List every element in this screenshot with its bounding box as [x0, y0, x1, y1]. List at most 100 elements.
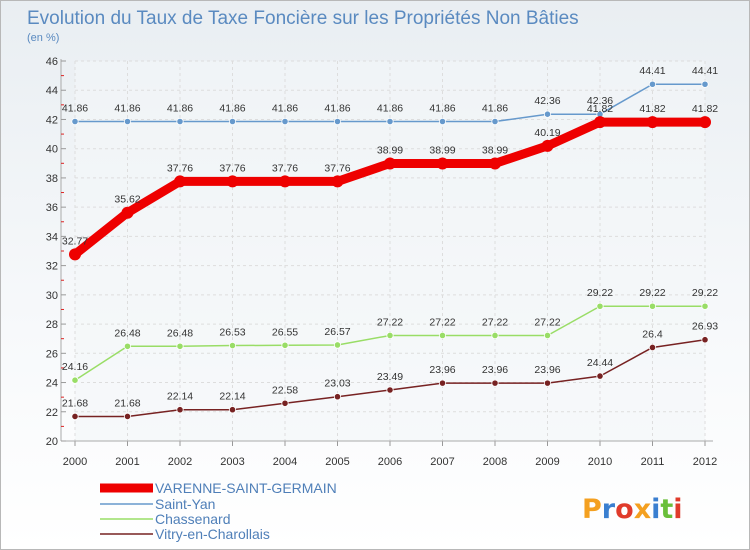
data-point: [541, 139, 554, 152]
data-point: [281, 399, 289, 407]
x-tick-label: 2006: [378, 456, 402, 468]
x-tick-label: 2010: [588, 456, 612, 468]
y-tick-label: 44: [46, 85, 58, 97]
legend-label: VARENNE-SAINT-GERMAIN: [155, 480, 337, 496]
data-point: [331, 175, 344, 188]
data-label: 27.22: [377, 316, 403, 328]
data-point: [543, 331, 552, 340]
data-label: 21.68: [114, 397, 140, 409]
data-point: [71, 376, 79, 384]
data-point: [121, 206, 134, 219]
data-point: [176, 342, 184, 350]
data-label: 24.44: [587, 357, 613, 369]
data-label: 23.96: [429, 364, 455, 376]
legend-label: Vitry-en-Charollais: [155, 526, 270, 542]
proxiti-logo: Proxiti: [582, 494, 683, 525]
data-point: [701, 336, 709, 344]
data-point: [491, 379, 499, 387]
data-label: 41.86: [272, 103, 298, 115]
x-tick-label: 2008: [483, 456, 507, 468]
y-tick-label: 46: [46, 56, 58, 68]
data-point: [333, 393, 342, 401]
data-label: 40.19: [534, 127, 560, 139]
data-label: 29.22: [692, 287, 718, 299]
y-tick-label: 32: [46, 261, 58, 273]
logo-letter: r: [602, 494, 616, 525]
data-label: 23.96: [534, 364, 560, 376]
data-label: 35.62: [114, 194, 140, 206]
data-point: [594, 116, 606, 129]
legend-label: Chassenard: [155, 511, 231, 527]
data-point: [386, 331, 394, 340]
x-tick-label: 2011: [641, 456, 665, 468]
logo-letter: i: [651, 494, 660, 525]
data-label: 32.77: [62, 235, 88, 247]
logo-letter: o: [615, 494, 634, 525]
data-point: [543, 110, 552, 118]
y-tick-label: 24: [46, 378, 58, 390]
data-point: [701, 80, 709, 88]
data-point: [228, 341, 237, 350]
y-tick-label: 28: [46, 319, 58, 331]
y-tick-label: 38: [46, 173, 58, 185]
y-tick-label: 26: [46, 348, 58, 360]
data-label: 22.58: [272, 384, 298, 396]
data-point: [279, 175, 291, 188]
data-label: 23.96: [482, 364, 508, 376]
data-label: 42.36: [534, 95, 560, 107]
data-label: 41.86: [219, 103, 245, 115]
data-point: [701, 302, 709, 310]
data-label: 41.86: [167, 103, 193, 115]
data-label: 21.68: [62, 397, 88, 409]
data-point: [333, 341, 342, 349]
y-tick-label: 22: [46, 407, 58, 419]
logo-letter: i: [673, 494, 682, 525]
data-label: 27.22: [482, 316, 508, 328]
logo-letter: x: [634, 494, 651, 525]
data-label: 37.76: [219, 162, 245, 174]
data-point: [226, 175, 239, 188]
data-point: [333, 117, 342, 126]
data-label: 29.22: [639, 287, 665, 299]
data-point: [596, 372, 604, 380]
logo-letter: t: [660, 494, 673, 525]
axes: [60, 59, 713, 446]
data-point: [646, 116, 659, 129]
data-label: 44.41: [692, 65, 718, 77]
y-tick-label: 30: [46, 290, 58, 302]
data-label: 37.76: [272, 162, 298, 174]
x-axis-ticks: 2000 2001 2002 2003 2004 2005 2006 2007 2008 2009…: [63, 456, 717, 468]
data-point: [436, 157, 449, 170]
data-label: 41.82: [639, 103, 665, 115]
data-point: [386, 117, 394, 126]
data-label: 27.22: [534, 316, 560, 328]
chart-unit-label: (en %): [27, 32, 59, 44]
legend: VARENNE-SAINT-GERMAINSaint-YanChassenard…: [100, 480, 337, 542]
data-point: [489, 157, 501, 170]
y-tick-label: 34: [46, 231, 58, 243]
y-tick-label: 42: [46, 114, 58, 126]
data-point: [69, 248, 81, 261]
data-label: 26.53: [219, 327, 245, 339]
data-point: [648, 302, 657, 310]
data-point: [491, 117, 499, 126]
data-label: 38.99: [377, 144, 403, 156]
data-point: [438, 117, 447, 126]
data-point: [71, 412, 79, 421]
x-tick-label: 2004: [273, 456, 297, 468]
data-label: 37.76: [167, 162, 193, 174]
x-tick-label: 2007: [430, 456, 454, 468]
data-point: [176, 406, 184, 414]
proxiti-logo-text: Proxiti: [582, 494, 683, 525]
data-label: 41.82: [587, 103, 613, 115]
data-label: 26.4: [642, 328, 663, 340]
data-label: 41.86: [114, 103, 140, 115]
data-point: [543, 379, 552, 387]
data-label: 41.86: [482, 103, 508, 115]
data-label: 27.22: [429, 316, 455, 328]
data-label: 22.14: [219, 391, 245, 403]
data-label: 26.55: [272, 326, 298, 338]
data-point: [699, 116, 711, 129]
data-point: [386, 386, 394, 394]
